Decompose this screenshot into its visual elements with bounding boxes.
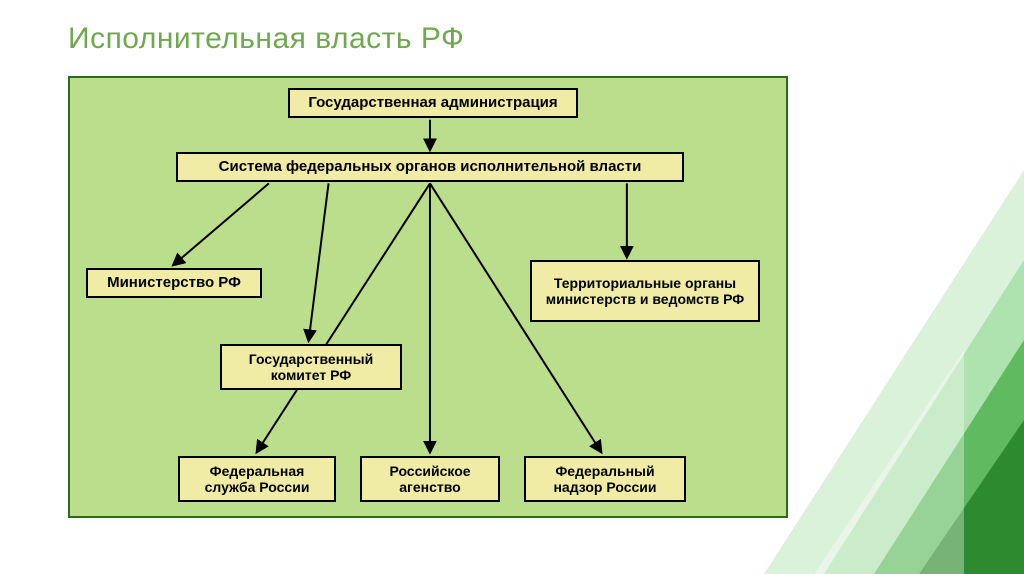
deco-tri-2: [824, 260, 1024, 574]
node-n3: Министерство РФ: [86, 268, 262, 298]
edge: [309, 183, 329, 340]
deco-tri-5: [814, 350, 964, 574]
node-n5: Государственный комитет РФ: [220, 344, 402, 390]
node-n8: Федеральный надзор России: [524, 456, 686, 502]
deco-tri-3: [874, 340, 1024, 574]
node-n1: Государственная администрация: [288, 88, 578, 118]
edge: [173, 183, 268, 265]
diagram: Государственная администрация Система фед…: [68, 76, 788, 518]
node-n6: Федеральная служба России: [178, 456, 336, 502]
edge: [257, 183, 430, 451]
node-n2: Система федеральных органов исполнительн…: [176, 152, 684, 182]
node-n7: Российское агенство: [360, 456, 500, 502]
deco-tri-1: [764, 170, 1024, 574]
deco-tri-4: [919, 420, 1024, 574]
page-title: Исполнительная власть РФ: [68, 22, 464, 56]
slide: Исполнительная власть РФ Государственная…: [0, 0, 1024, 574]
node-n4: Территориальные органы министерств и вед…: [530, 260, 760, 322]
